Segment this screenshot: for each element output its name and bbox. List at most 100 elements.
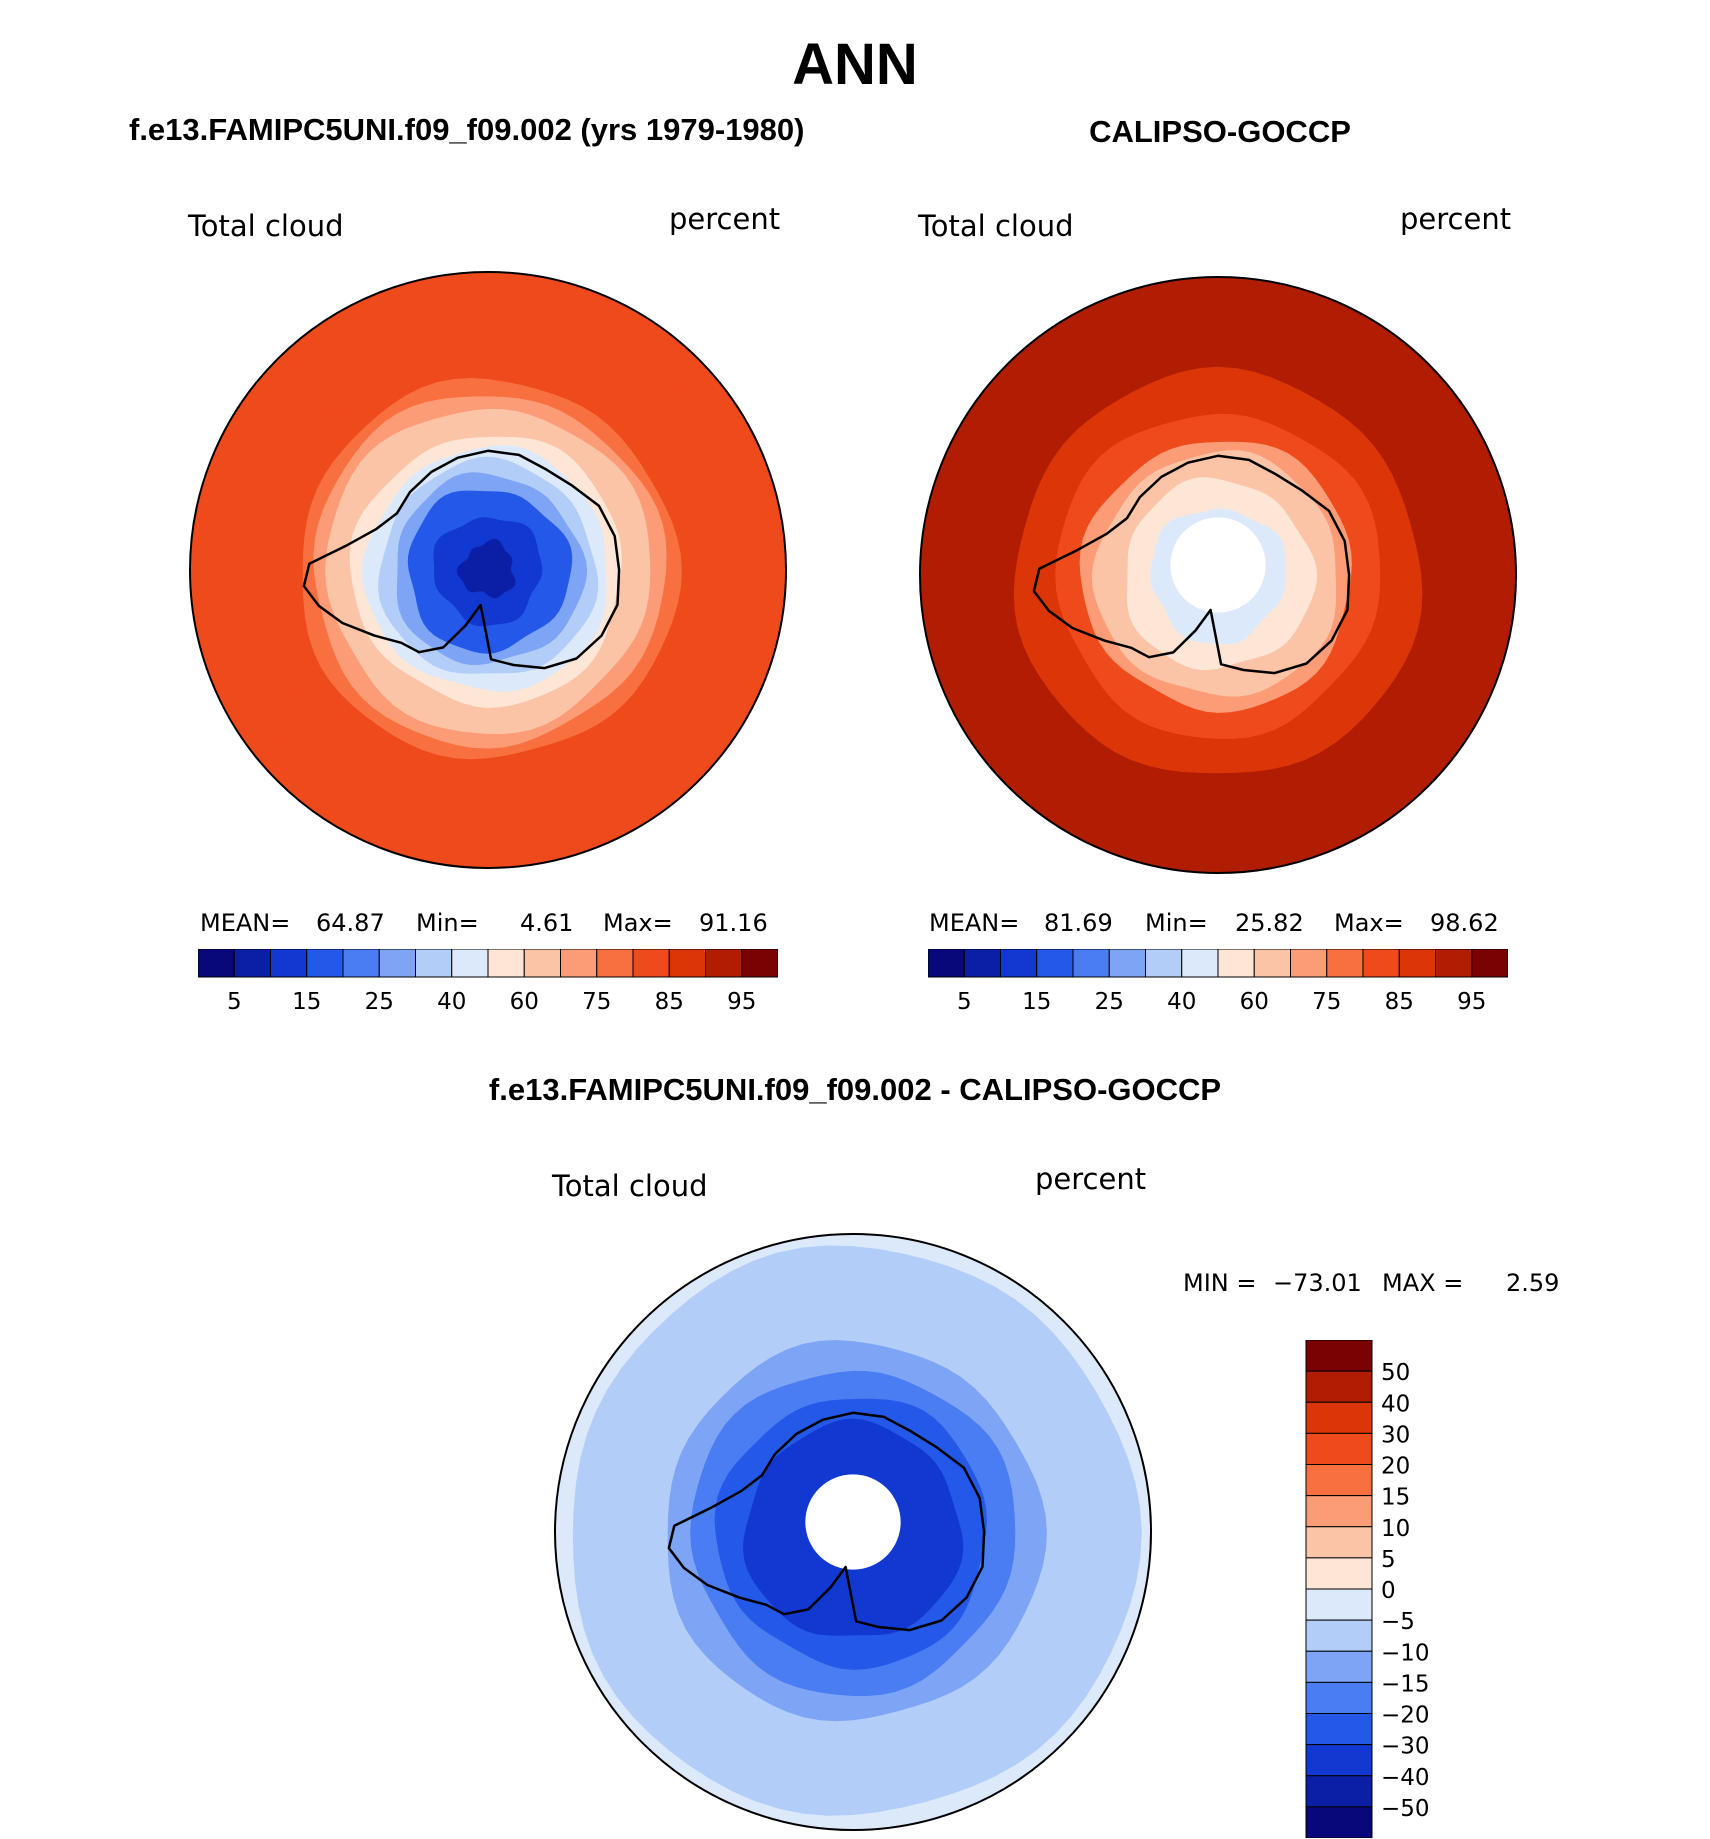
obs-colorbar: 5 15 25 40 60 75 85 95 [928,949,1508,1015]
obs-colorbar-tick-label: 60 [1240,989,1269,1015]
diff-colorbar-box [1305,1806,1373,1838]
model-min-label: Min= [416,909,479,937]
diff-polar-map [554,1233,1152,1831]
model-map-border [189,271,787,869]
obs-min-value: 25.82 [1235,909,1304,937]
diff-colorbar-tick-label: 40 [1381,1391,1410,1417]
model-polar-map [189,271,787,869]
model-colorbar-box [705,949,743,978]
obs-polar-map [919,276,1517,874]
diff-colorbar-tick-label: 15 [1381,1485,1410,1511]
obs-colorbar-box [1398,949,1436,978]
obs-colorbar-tick-label: 95 [1457,989,1486,1015]
model-colorbar-box [523,949,561,978]
obs-colorbar-box [928,949,965,978]
model-colorbar-tick-label: 25 [365,989,394,1015]
obs-variable-label: Total cloud [918,209,1074,243]
diff-colorbar-box [1305,1557,1373,1590]
model-units-label: percent [669,202,781,236]
model-colorbar-box [741,949,778,978]
obs-missing-data-hole [1170,517,1266,613]
model-colorbar-tick-label: 95 [727,989,756,1015]
obs-max-label: Max= [1334,909,1404,937]
obs-colorbar-box [963,949,1001,978]
model-colorbar-box [306,949,344,978]
diff-colorbar-tick-label: 10 [1381,1516,1410,1542]
model-colorbar-box [487,949,525,978]
obs-mean-value: 81.69 [1044,909,1113,937]
model-colorbar-box [451,949,489,978]
diff-map-border [554,1233,1152,1831]
diff-colorbar-tick-label: 50 [1381,1360,1410,1386]
diff-colorbar-box [1305,1464,1373,1497]
model-variable-label: Total cloud [188,209,344,243]
obs-colorbar-box [1326,949,1364,978]
obs-map-border [919,276,1517,874]
obs-mean-label: MEAN= [929,909,1020,937]
obs-units-label: percent [1400,202,1512,236]
model-colorbar-box [632,949,670,978]
obs-colorbar-box [1000,949,1038,978]
model-coastline [302,449,621,670]
model-colorbar-tick-label: 85 [655,989,684,1015]
model-mean-label: MEAN= [200,909,291,937]
model-colorbar-tick-label: 75 [582,989,611,1015]
diff-colorbar-tick-label: −40 [1381,1765,1430,1791]
obs-colorbar-tick-label: 85 [1385,989,1414,1015]
obs-colorbar-tick-label: 75 [1312,989,1341,1015]
model-colorbar-tick-label: 60 [510,989,539,1015]
obs-coastline [1032,454,1351,675]
model-max-value: 91.16 [699,909,768,937]
diff-colorbar-tick-label: 30 [1381,1422,1410,1448]
diff-max-label: MAX = [1382,1269,1464,1297]
diff-colorbar-box [1305,1681,1373,1714]
diff-colorbar-box [1305,1713,1373,1746]
model-colorbar-box [270,949,308,978]
model-contour-band [471,551,505,584]
diff-colorbar-box [1305,1526,1373,1559]
diff-colorbar-box [1305,1619,1373,1652]
obs-colorbar-tick-label: 40 [1167,989,1196,1015]
model-colorbar-box [668,949,706,978]
diff-colorbar-box [1305,1401,1373,1434]
obs-colorbar-box [1217,949,1255,978]
model-colorbar-tick-label: 15 [292,989,321,1015]
obs-colorbar-box [1108,949,1146,978]
diff-colorbar-tick-label: −30 [1381,1734,1430,1760]
obs-colorbar-box [1253,949,1291,978]
diff-coastline [667,1411,986,1632]
diff-colorbar-tick-label: 20 [1381,1454,1410,1480]
diff-colorbar-box [1305,1495,1373,1528]
diff-min-value: −73.01 [1273,1269,1362,1297]
diff-max-value: 2.59 [1506,1269,1560,1297]
obs-colorbar-box [1181,949,1219,978]
model-min-value: 4.61 [520,909,574,937]
model-colorbar-tick-label: 40 [437,989,466,1015]
model-panel-title: f.e13.FAMIPC5UNI.f09_f09.002 (yrs 1979-1… [129,112,805,147]
obs-max-value: 98.62 [1430,909,1499,937]
model-colorbar-tick-label: 5 [227,989,242,1015]
model-colorbar-box [378,949,416,978]
diff-colorbar-box [1305,1340,1373,1372]
obs-panel-title: CALIPSO-GOCCP [1089,114,1351,149]
model-colorbar-box [342,949,380,978]
model-mean-value: 64.87 [316,909,385,937]
figure-title: ANN [792,32,918,97]
obs-colorbar-box [1036,949,1074,978]
obs-colorbar-box [1072,949,1110,978]
model-max-label: Max= [603,909,673,937]
diff-colorbar-box [1305,1370,1373,1403]
diff-colorbar-box [1305,1775,1373,1808]
diff-colorbar-tick-label: −10 [1381,1640,1430,1666]
obs-min-label: Min= [1145,909,1208,937]
model-colorbar-box [233,949,271,978]
model-colorbar-box [560,949,598,978]
model-colorbar-box [596,949,634,978]
diff-colorbar-tick-label: 0 [1381,1578,1396,1604]
obs-colorbar-tick-label: 15 [1022,989,1051,1015]
obs-colorbar-box [1471,949,1508,978]
diff-colorbar-tick-label: −15 [1381,1671,1430,1697]
obs-colorbar-box [1435,949,1473,978]
diff-colorbar-box [1305,1588,1373,1621]
